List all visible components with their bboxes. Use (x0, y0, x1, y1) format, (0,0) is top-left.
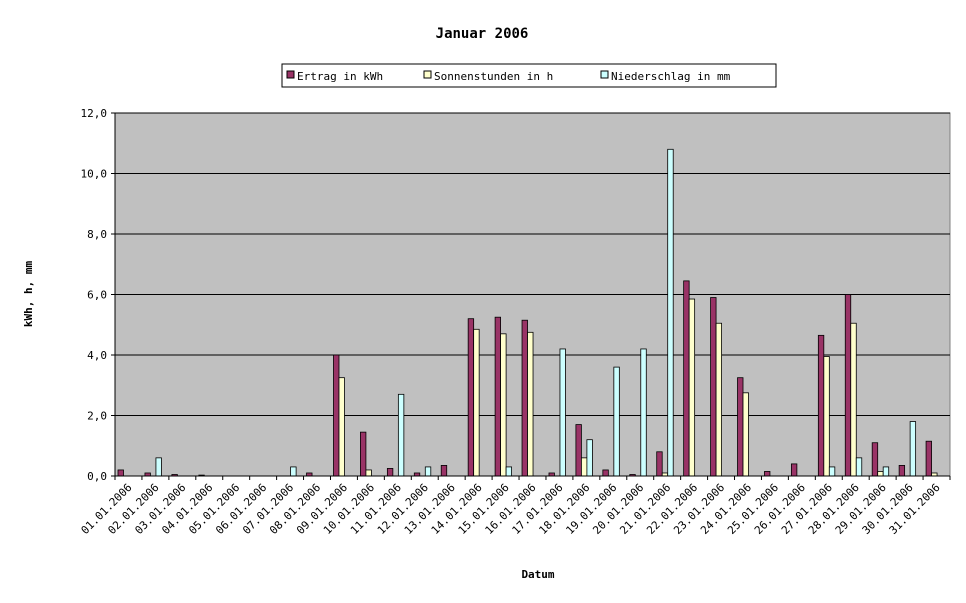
y-tick-label: 0,0 (87, 470, 107, 483)
legend-swatch-niederschlag (600, 70, 609, 79)
bar-ertrag (494, 316, 501, 477)
bar-ertrag (333, 354, 340, 477)
bar-ertrag (817, 334, 825, 477)
bars (117, 148, 938, 477)
bar-ertrag (575, 424, 582, 477)
bar-niederschlag (397, 393, 405, 477)
y-tick-label: 12,0 (81, 107, 108, 120)
y-tick-label: 4,0 (87, 349, 107, 362)
bar-sonnenstunden (823, 356, 830, 477)
bar-ertrag (871, 442, 879, 477)
legend: Ertrag in kWh Sonnenstunden in h Nieders… (281, 63, 777, 88)
bar-ertrag (737, 377, 744, 477)
bar-sonnenstunden (527, 331, 534, 477)
y-axis-label: kWh, h, mm (22, 261, 35, 328)
y-tick-label: 8,0 (87, 228, 107, 241)
bar-ertrag (117, 469, 124, 477)
bar-sonnenstunden (473, 328, 480, 477)
bar-sonnenstunden (365, 469, 372, 477)
bar-ertrag (521, 319, 528, 477)
bar-sonnenstunden (688, 298, 696, 477)
bar-niederschlag (855, 457, 863, 477)
y-axis-ticks: 0,0 2,0 4,0 6,0 8,0 10,0 12,0 (81, 107, 950, 483)
bar-ertrag (386, 468, 394, 477)
x-axis-ticks: 01.01.200602.01.200603.01.200604.01.2006… (79, 476, 951, 537)
bar-ertrag (360, 431, 367, 477)
bar-niederschlag (505, 466, 512, 477)
bar-ertrag (925, 440, 932, 477)
legend-box (281, 63, 777, 88)
bar-sonnenstunden (715, 322, 722, 477)
y-tick-label: 6,0 (87, 289, 107, 302)
bar-sonnenstunden (581, 457, 588, 477)
legend-label-ertrag: Ertrag in kWh (297, 70, 383, 83)
legend-swatch-ertrag (286, 70, 295, 79)
bar-sonnenstunden (850, 322, 857, 477)
bar-ertrag (683, 280, 690, 477)
bar-niederschlag (613, 366, 620, 477)
legend-swatch-sonnenstunden (423, 70, 432, 79)
chart-title: Januar 2006 (436, 26, 529, 42)
bar-sonnenstunden (877, 471, 884, 477)
bar-sonnenstunden (500, 333, 507, 477)
legend-label-sonnenstunden: Sonnenstunden in h (434, 70, 553, 83)
legend-label-niederschlag: Niederschlag in mm (611, 70, 731, 83)
bar-sonnenstunden (338, 377, 345, 477)
bar-ertrag (602, 469, 609, 477)
bar-niederschlag (424, 466, 432, 477)
bar-ertrag (764, 471, 771, 477)
bar-niederschlag (909, 421, 917, 477)
bar-ertrag (844, 294, 852, 477)
bar-sonnenstunden (742, 392, 749, 477)
x-axis-label: Datum (521, 568, 554, 581)
bar-ertrag (790, 463, 798, 477)
bar-niederschlag (586, 439, 593, 477)
bar-ertrag (898, 465, 906, 477)
bar-niederschlag (155, 457, 162, 477)
bar-ertrag (656, 451, 663, 477)
bar-niederschlag (882, 466, 890, 477)
bar-niederschlag (290, 466, 297, 477)
bar-niederschlag (667, 148, 674, 477)
bar-niederschlag (559, 348, 566, 477)
y-tick-label: 10,0 (81, 168, 108, 181)
y-tick-label: 2,0 (87, 410, 107, 423)
bar-ertrag (467, 318, 475, 477)
bar-niederschlag (640, 348, 647, 477)
bar-niederschlag (828, 466, 836, 477)
bar-ertrag (710, 297, 717, 477)
bar-ertrag (440, 465, 448, 477)
